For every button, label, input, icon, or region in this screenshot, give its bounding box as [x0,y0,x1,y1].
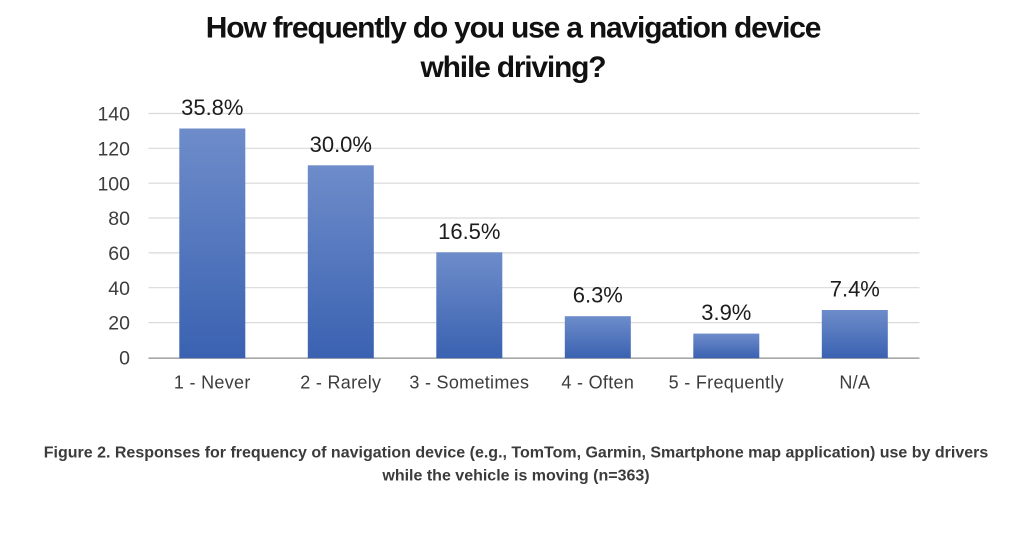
svg-text:60: 60 [108,243,130,265]
svg-text:7.4%: 7.4% [830,277,880,302]
svg-text:120: 120 [97,138,130,160]
svg-text:N/A: N/A [839,373,870,393]
svg-text:16.5%: 16.5% [438,219,500,244]
svg-text:4 - Often: 4 - Often [561,373,634,393]
svg-text:1 - Never: 1 - Never [174,373,251,393]
svg-text:Figure 2. Responses for freque: Figure 2. Responses for frequency of nav… [44,445,989,462]
svg-text:20: 20 [108,313,130,335]
svg-text:3 - Sometimes: 3 - Sometimes [409,373,529,393]
svg-text:while driving?: while driving? [420,51,606,84]
svg-text:How frequently do you use a na: How frequently do you use a navigation d… [206,11,821,44]
svg-text:40: 40 [108,278,130,300]
svg-text:140: 140 [97,104,130,126]
svg-text:35.8%: 35.8% [181,95,243,120]
svg-text:5 - Frequently: 5 - Frequently [669,373,784,393]
svg-text:0: 0 [119,348,130,370]
svg-text:3.9%: 3.9% [701,300,751,325]
svg-text:6.3%: 6.3% [573,283,623,308]
svg-text:while the vehicle is moving (n: while the vehicle is moving (n=363) [381,468,649,485]
svg-text:30.0%: 30.0% [310,132,372,157]
svg-text:2 - Rarely: 2 - Rarely [300,373,381,393]
svg-text:80: 80 [108,208,130,230]
svg-text:100: 100 [97,173,130,195]
